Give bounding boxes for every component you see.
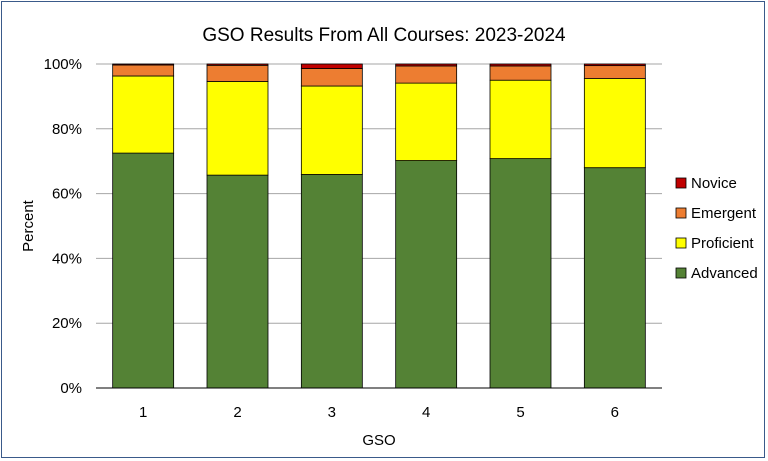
y-tick-label: 0% [60, 380, 82, 397]
bar-segment-proficient [112, 75, 175, 154]
bars [112, 63, 646, 389]
bar-segment-novice [395, 63, 458, 67]
bar-segment-novice [489, 63, 552, 67]
bar-segment-proficient [206, 81, 269, 176]
x-tick-label: 3 [328, 404, 336, 421]
legend-swatch-advanced [675, 267, 687, 279]
x-tick-label: 4 [422, 404, 430, 421]
y-tick-label: 80% [52, 121, 82, 138]
bar-segment-emergent [300, 68, 363, 87]
bar-segment-proficient [395, 82, 458, 161]
legend-swatch-emergent [675, 207, 687, 219]
x-axis-label: GSO [362, 432, 395, 449]
y-tick-labels: 0% 20% 40% 60% 80% 100% [44, 56, 82, 397]
bar-segment-novice [300, 63, 363, 69]
bar-segment-proficient [489, 79, 552, 160]
bar-segment-advanced [583, 167, 646, 389]
x-tick-label: 5 [516, 404, 524, 421]
bar-segment-advanced [112, 152, 175, 389]
y-tick-label: 20% [52, 315, 82, 332]
bar-segment-emergent [112, 64, 175, 77]
legend-swatch-novice [675, 177, 687, 189]
legend-swatch-proficient [675, 237, 687, 249]
legend-label-proficient: Proficient [691, 235, 754, 252]
bar-segment-advanced [300, 174, 363, 389]
gridlines [96, 63, 662, 324]
x-tick-labels: 1 2 3 4 5 6 [139, 404, 619, 421]
legend-label-emergent: Emergent [691, 205, 757, 222]
y-tick-label: 40% [52, 250, 82, 267]
bar-segment-advanced [489, 158, 552, 389]
bar-segment-emergent [583, 65, 646, 79]
bar-segment-novice [112, 63, 175, 66]
bar-segment-novice [583, 63, 646, 67]
x-tick-label: 2 [233, 404, 241, 421]
x-tick-label: 6 [611, 404, 619, 421]
bar-segment-emergent [489, 65, 552, 81]
bar-segment-advanced [395, 160, 458, 389]
bar-segment-advanced [206, 174, 269, 389]
legend-label-novice: Novice [691, 175, 737, 192]
y-tick-label: 100% [44, 56, 82, 73]
legend-label-advanced: Advanced [691, 265, 758, 282]
legend: Novice Emergent Proficient Advanced [675, 175, 758, 282]
bar-segment-emergent [206, 64, 269, 82]
chart-title: GSO Results From All Courses: 2023-2024 [202, 25, 566, 46]
x-tick-label: 1 [139, 404, 147, 421]
bar-segment-emergent [395, 65, 458, 84]
bar-segment-proficient [583, 78, 646, 169]
y-tick-label: 60% [52, 186, 82, 203]
bar-segment-novice [206, 63, 269, 66]
y-axis-label: Percent [20, 199, 37, 252]
bar-segment-proficient [300, 85, 363, 175]
